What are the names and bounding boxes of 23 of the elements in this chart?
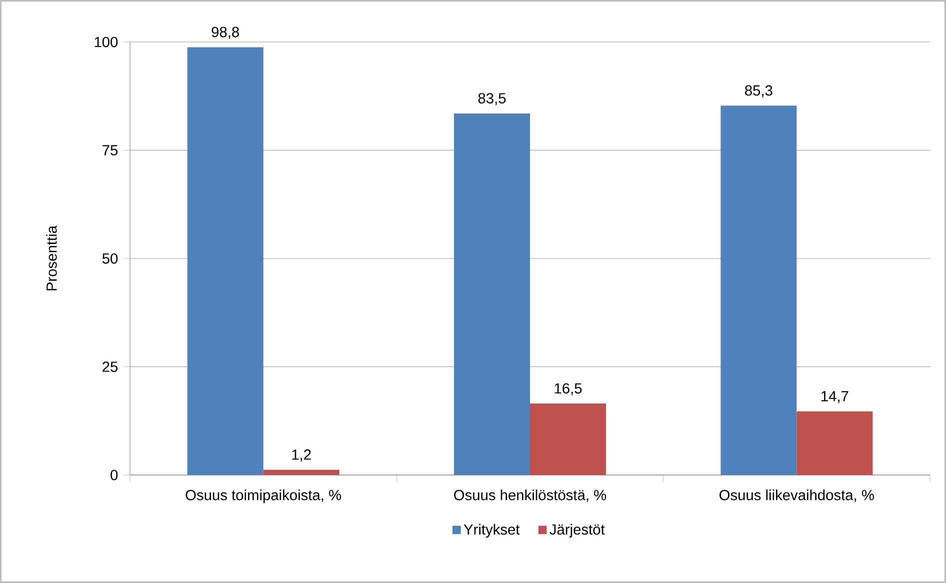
bar	[796, 411, 873, 475]
x-tick-label: Osuus henkilöstöstä, %	[454, 489, 606, 502]
y-tick-label: 0	[110, 470, 118, 480]
bar	[454, 113, 530, 475]
data-label: 1,2	[292, 449, 311, 462]
data-label: 85,3	[745, 85, 772, 98]
y-tick-label: 75	[102, 145, 118, 156]
y-tick-label: 100	[94, 36, 118, 48]
bar	[263, 470, 340, 475]
y-tick-label: 50	[102, 253, 118, 264]
data-label: 16,5	[554, 383, 582, 396]
bar	[720, 106, 797, 475]
y-tick-label: 25	[102, 362, 118, 372]
data-label: 98,8	[212, 26, 239, 39]
y-axis-title: Prosenttia	[46, 225, 57, 290]
legend-label: Yritykset	[464, 524, 520, 538]
bar	[530, 404, 606, 475]
data-label: 14,7	[822, 391, 848, 404]
bar	[187, 47, 264, 475]
data-label: 83,5	[478, 93, 506, 106]
x-tick-label: Osuus liikevaihdosta, %	[720, 489, 874, 502]
legend-label: Järjestöt	[550, 524, 605, 538]
x-tick-label: Osuus toimipaikoista, %	[186, 489, 342, 504]
